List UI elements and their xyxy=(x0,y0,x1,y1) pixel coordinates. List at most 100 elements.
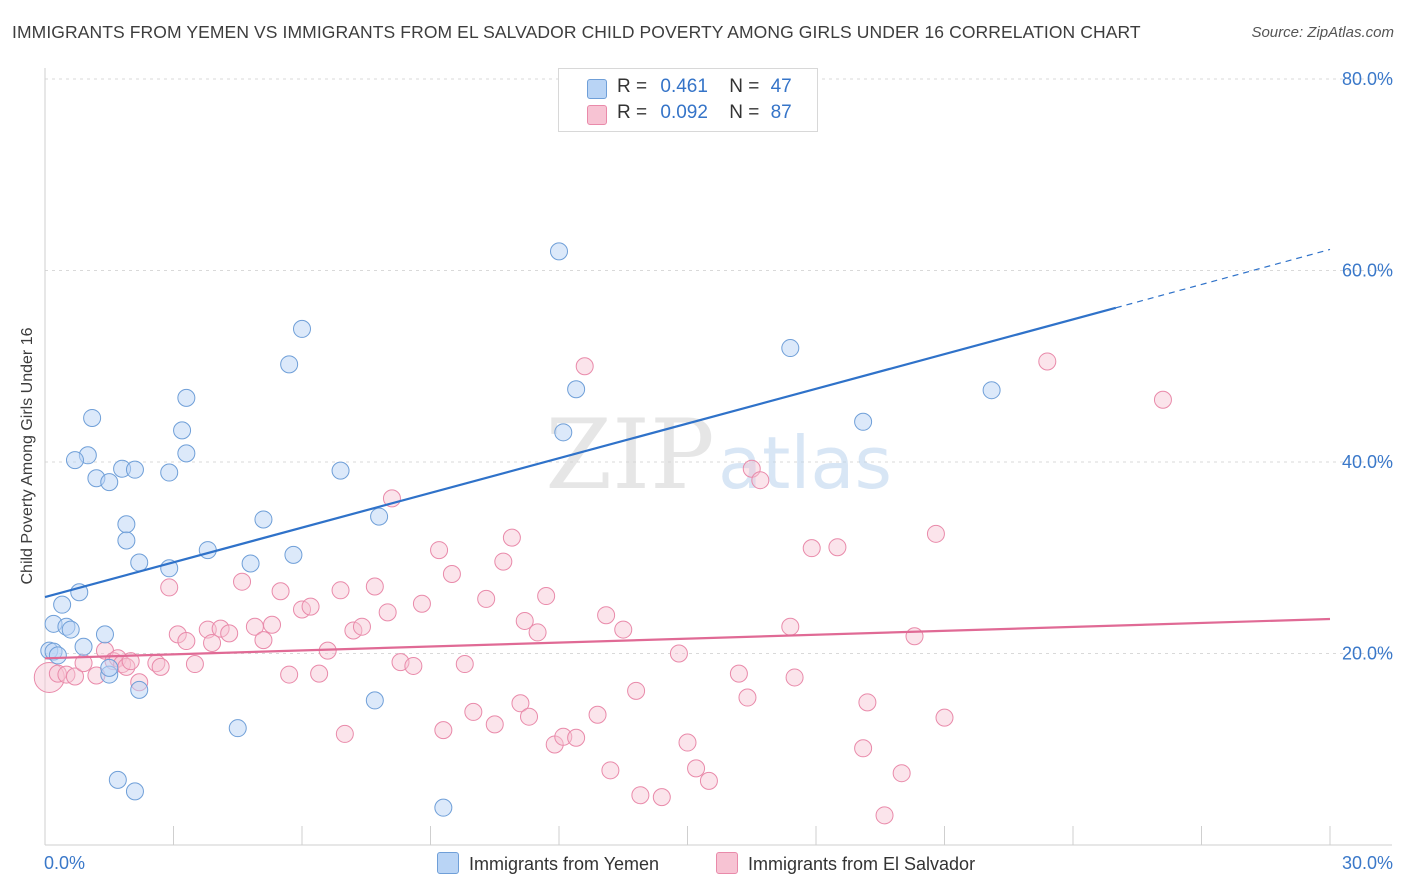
data-point-salvador xyxy=(567,728,586,747)
source-label: Source: ZipAtlas.com xyxy=(1251,24,1394,41)
data-point-salvador xyxy=(699,771,718,790)
data-point-yemen xyxy=(53,595,72,614)
data-point-salvador xyxy=(344,621,363,640)
data-point-salvador xyxy=(211,619,230,638)
axes xyxy=(44,68,1392,846)
legend-n-label: N = xyxy=(729,76,760,97)
data-point-yemen xyxy=(254,510,273,529)
x-tick-label: 30.0% xyxy=(1342,853,1393,873)
data-point-salvador xyxy=(177,632,196,651)
data-point-salvador xyxy=(554,727,573,746)
data-point-yemen xyxy=(108,770,127,789)
data-point-salvador xyxy=(597,606,616,625)
data-point-salvador xyxy=(203,633,222,652)
data-point-salvador xyxy=(601,761,620,780)
data-point-salvador xyxy=(520,707,539,726)
data-point-salvador xyxy=(935,708,954,727)
y-axis-label: Child Poverty Among Girls Under 16 xyxy=(19,327,36,585)
bottom-legend-swatch-yemen xyxy=(437,852,459,874)
data-point-salvador xyxy=(412,594,431,613)
chart-title: IMMIGRANTS FROM YEMEN VS IMMIGRANTS FROM… xyxy=(12,22,1141,42)
data-point-yemen xyxy=(83,408,102,427)
data-point-yemen xyxy=(434,798,453,817)
bottom-legend-label-salvador: Immigrants from El Salvador xyxy=(748,854,976,874)
data-point-salvador xyxy=(631,786,650,805)
data-point-salvador xyxy=(614,620,633,639)
data-point-yemen xyxy=(61,620,80,639)
data-point-yemen xyxy=(130,680,149,699)
data-point-salvador xyxy=(1153,390,1172,409)
data-point-salvador xyxy=(331,581,350,600)
data-point-yemen xyxy=(117,515,136,534)
data-point-yemen xyxy=(48,646,67,665)
data-point-salvador xyxy=(280,665,299,684)
data-point-salvador xyxy=(588,705,607,724)
data-point-yemen xyxy=(117,531,136,550)
bottom-legend-swatch-salvador xyxy=(716,852,738,874)
bottom-legend-salvador: Immigrants from El Salvador xyxy=(716,852,975,875)
x-tick-label: 0.0% xyxy=(44,853,85,873)
data-point-yemen xyxy=(130,553,149,572)
legend-r-value: 0.461 xyxy=(660,76,708,97)
data-point-salvador xyxy=(905,627,924,646)
data-point-yemen xyxy=(125,460,144,479)
data-point-salvador xyxy=(263,615,282,634)
data-point-salvador xyxy=(528,623,547,642)
data-point-salvador xyxy=(781,617,800,636)
salvador-points xyxy=(33,352,1172,825)
data-point-salvador xyxy=(858,693,877,712)
data-point-salvador xyxy=(365,577,384,596)
data-point-salvador xyxy=(233,572,252,591)
data-point-salvador xyxy=(378,603,397,622)
watermark-atlas: atlas xyxy=(718,421,892,505)
data-point-yemen xyxy=(550,242,568,261)
legend-n-label: N = xyxy=(729,102,760,123)
data-point-salvador xyxy=(404,656,423,675)
data-point-salvador xyxy=(854,739,873,758)
data-point-yemen xyxy=(781,339,800,358)
data-point-salvador xyxy=(515,611,534,630)
data-point-salvador xyxy=(65,667,84,686)
data-point-salvador xyxy=(828,538,847,557)
data-point-yemen xyxy=(173,421,192,440)
y-tick-label: 20.0% xyxy=(1342,644,1393,664)
data-point-salvador xyxy=(738,688,757,707)
data-point-yemen xyxy=(177,388,196,407)
data-point-salvador xyxy=(627,681,646,700)
data-point-salvador xyxy=(485,715,504,734)
legend-n-value: 47 xyxy=(770,76,792,97)
data-point-salvador xyxy=(434,721,453,740)
data-point-yemen xyxy=(177,444,196,463)
data-point-salvador xyxy=(575,357,594,376)
data-point-salvador xyxy=(477,589,496,608)
legend-n-value: 87 xyxy=(770,102,792,123)
data-point-salvador xyxy=(310,664,329,683)
data-point-yemen xyxy=(160,463,179,482)
data-point-salvador xyxy=(751,471,770,490)
legend-swatch-salvador xyxy=(587,105,607,125)
bottom-legend-yemen: Immigrants from Yemen xyxy=(437,852,659,875)
trend-line-yemen-extension xyxy=(1115,248,1331,309)
data-point-salvador xyxy=(220,624,239,643)
data-point-salvador xyxy=(335,724,354,743)
legend-r-value: 0.092 xyxy=(660,102,708,123)
data-point-yemen xyxy=(284,545,303,564)
data-point-salvador xyxy=(652,788,671,807)
trend-lines xyxy=(44,248,1331,660)
data-point-salvador xyxy=(926,524,945,543)
y-tick-label: 80.0% xyxy=(1342,69,1393,89)
data-point-yemen xyxy=(198,541,217,560)
data-point-salvador xyxy=(678,733,697,752)
data-point-salvador xyxy=(687,759,706,778)
data-point-salvador xyxy=(785,668,804,687)
data-point-yemen xyxy=(280,355,299,374)
tick-labels: 20.0% 40.0% 60.0% 80.0% 0.0% 30.0% xyxy=(44,69,1393,873)
data-point-salvador xyxy=(502,528,521,547)
trend-line-yemen xyxy=(44,306,1117,599)
yemen-points xyxy=(40,242,1001,817)
watermark: ZIP atlas xyxy=(545,399,892,511)
data-point-salvador xyxy=(430,541,449,560)
data-point-yemen xyxy=(241,554,260,573)
data-point-salvador xyxy=(33,661,65,693)
